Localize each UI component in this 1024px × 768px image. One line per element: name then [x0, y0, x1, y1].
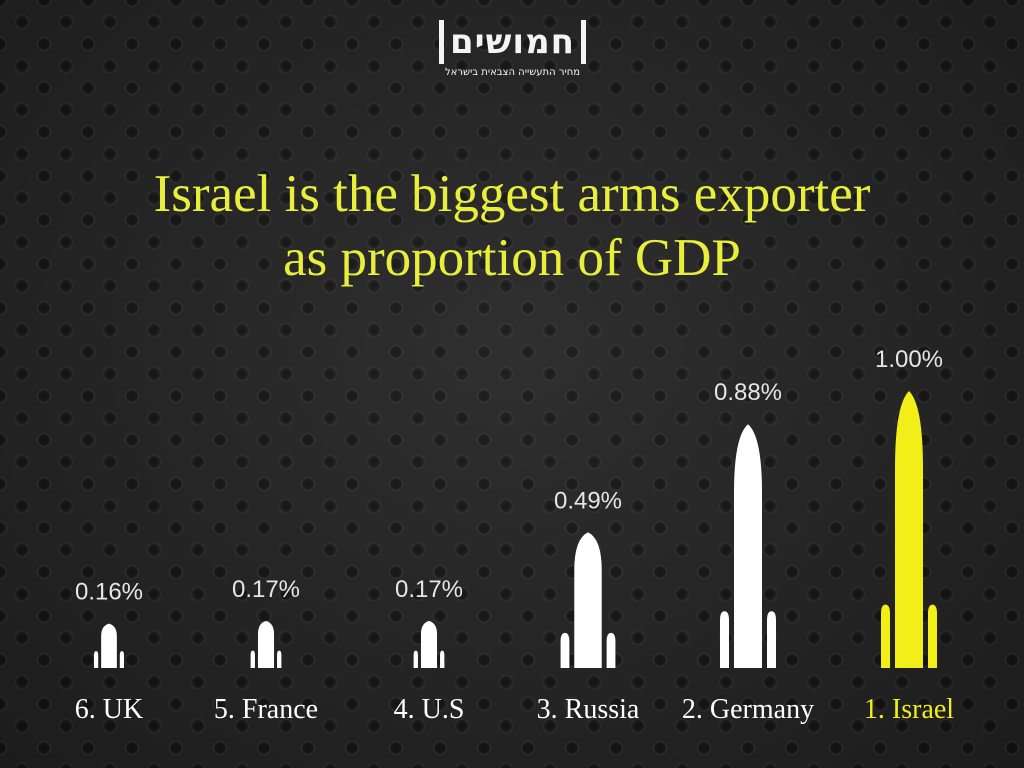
rocket-bar [250, 620, 282, 668]
rocket-body [895, 391, 923, 668]
category-label: 3. Russia [537, 694, 640, 725]
category-label: 2. Germany [682, 694, 814, 725]
rocket-body [420, 620, 438, 668]
rocket-fin-left [250, 650, 255, 668]
logo-tagline: מחיר התעשייה הצבאית בישראל [444, 67, 581, 78]
rocket-fin-right [277, 650, 282, 668]
category-label: 1. Israel [864, 694, 954, 725]
rocket-fin-right [440, 650, 445, 668]
rocket-bar [93, 623, 125, 668]
rocket-bar [881, 391, 937, 668]
rocket-body [101, 623, 117, 668]
rocket-fin-left [560, 632, 570, 668]
rocket-fin-right [119, 651, 125, 668]
logo: חמושים מחיר התעשייה הצבאית בישראל [420, 20, 605, 88]
value-label: 0.88% [714, 379, 782, 406]
category-label: 4. U.S [394, 694, 465, 725]
category-label: 5. France [214, 694, 318, 725]
rocket-bar [720, 424, 776, 668]
chart-title-line-1: Israel is the biggest arms exporter [153, 165, 871, 223]
rocket-body [574, 532, 602, 668]
rocket-fin-left [881, 604, 890, 668]
rocket-bar [413, 620, 445, 668]
value-label: 0.17% [395, 576, 463, 603]
rocket-body [734, 424, 762, 668]
rocket-fin-right [928, 604, 937, 668]
chart-title-line-2: as proportion of GDP [283, 229, 741, 287]
value-label: 0.17% [232, 576, 300, 603]
category-label: 6. UK [75, 694, 143, 725]
rocket-body [257, 620, 275, 668]
rocket-fin-left [93, 651, 99, 668]
rocket-fin-right [606, 632, 616, 668]
value-label: 0.16% [75, 579, 143, 606]
rocket-bar [560, 532, 616, 668]
rocket-fin-left [720, 611, 729, 668]
value-label: 0.49% [554, 487, 622, 514]
value-label: 1.00% [875, 346, 943, 373]
rocket-fin-right [767, 611, 776, 668]
rocket-fin-left [413, 650, 418, 668]
logo-wordmark: חמושים [438, 20, 587, 64]
chart-title: Israel is the biggest arms exporter as p… [0, 162, 1024, 290]
